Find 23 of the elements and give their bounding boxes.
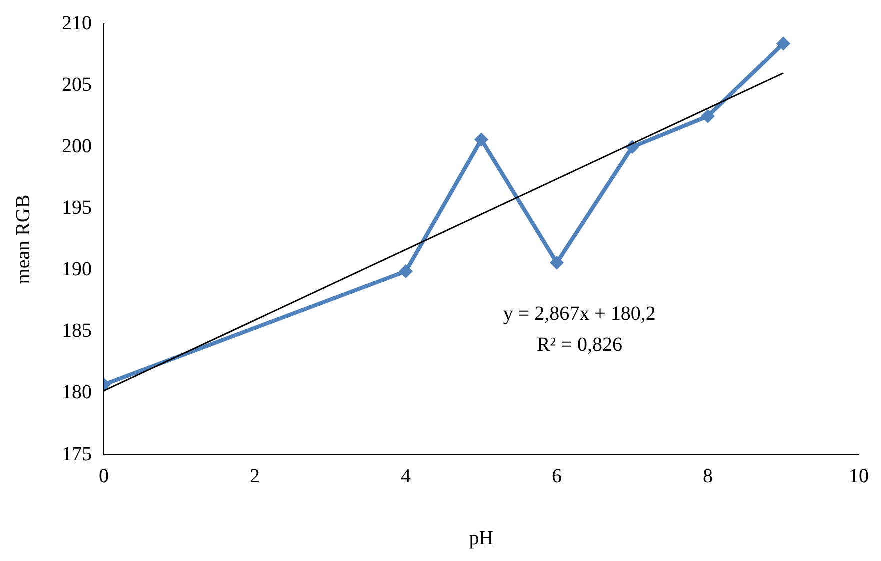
- y-tick-label: 205: [62, 74, 92, 96]
- x-axis-title: pH: [469, 527, 494, 550]
- point: [776, 36, 790, 51]
- x-tick-label: 4: [401, 465, 411, 488]
- x-tick-label: 6: [552, 465, 562, 488]
- point: [399, 264, 413, 279]
- x-tick-label: 8: [703, 465, 713, 488]
- y-tick-label: 190: [62, 258, 92, 281]
- y-tick-label: 185: [62, 320, 92, 342]
- x-tick-label: 2: [250, 465, 260, 488]
- y-tick-label: 175: [62, 443, 92, 466]
- point: [550, 256, 564, 270]
- y-tick-label: 195: [62, 196, 92, 219]
- annotation: R² = 0,826: [536, 334, 622, 356]
- annotation: y = 2,867x + 180,2: [503, 302, 656, 325]
- y-tick-label: 180: [62, 382, 92, 404]
- y-tick-label: 210: [62, 12, 92, 34]
- x-tick-label: 10: [849, 465, 869, 488]
- y-axis-title: mean RGB: [12, 194, 34, 284]
- point: [474, 132, 488, 147]
- point: [701, 109, 715, 124]
- x-tick-label: 0: [99, 465, 109, 488]
- y-tick-label: 200: [62, 135, 92, 158]
